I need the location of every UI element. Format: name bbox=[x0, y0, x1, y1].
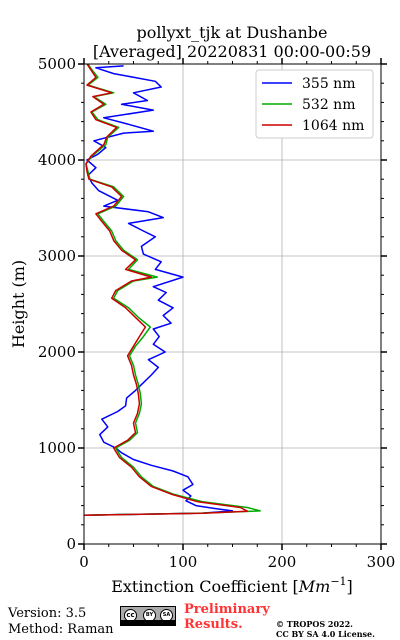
chart-title-line2: [Averaged] 20220831 00:00-00:59 bbox=[93, 42, 371, 61]
legend-box bbox=[255, 69, 374, 139]
x-axis-label-end: ] bbox=[347, 577, 353, 596]
legend-label: 355 nm bbox=[302, 76, 355, 92]
cc-badge-strip bbox=[121, 620, 175, 625]
y-tick-label: 2000 bbox=[38, 343, 76, 361]
series-line-355-nm bbox=[83, 65, 234, 516]
chart-title-line1: pollyxt_tjk at Dushanbe bbox=[136, 23, 327, 42]
x-tick-label: 300 bbox=[367, 553, 396, 571]
x-tick-label: 0 bbox=[79, 553, 89, 571]
y-tick-label: 4000 bbox=[38, 151, 76, 169]
series-line-532-nm bbox=[83, 63, 261, 516]
series-line-1064-nm bbox=[83, 63, 249, 516]
extinction-profile-chart: pollyxt_tjk at Dushanbe [Averaged] 20220… bbox=[9, 23, 396, 596]
x-axis-label: Extinction Coefficient [Mm−1] bbox=[111, 575, 353, 596]
cc-license-badge: cc BY SA bbox=[120, 606, 176, 626]
preliminary-line2: Results. bbox=[184, 617, 243, 632]
x-axis-label-unit: Mm bbox=[298, 577, 331, 596]
y-axis-label: Height (m) bbox=[9, 260, 28, 348]
preliminary-notice: Preliminary Results. bbox=[184, 602, 270, 632]
copyright-notice: © TROPOS 2022. CC BY SA 4.0 License. bbox=[276, 619, 375, 639]
x-axis-label-exponent: −1 bbox=[330, 575, 346, 588]
x-axis-label-text: Extinction Coefficient [ bbox=[111, 577, 299, 596]
copyright-line2: CC BY SA 4.0 License. bbox=[276, 629, 375, 639]
preliminary-line1: Preliminary bbox=[184, 602, 270, 617]
copyright-line1: © TROPOS 2022. bbox=[276, 619, 353, 629]
y-tick-label: 3000 bbox=[38, 247, 76, 265]
legend: 355 nm 532 nm 1064 nm bbox=[255, 69, 374, 139]
x-tick-label: 100 bbox=[169, 553, 198, 571]
y-tick-label: 5000 bbox=[38, 55, 76, 73]
x-tick-label: 200 bbox=[268, 553, 297, 571]
y-tick-label: 0 bbox=[66, 535, 76, 553]
legend-label: 532 nm bbox=[302, 97, 355, 113]
y-tick-label: 1000 bbox=[38, 439, 76, 457]
version-info: Version: 3.5 Method: Raman bbox=[8, 606, 114, 638]
version-text: Version: 3.5 bbox=[8, 606, 87, 621]
data-series bbox=[83, 63, 261, 516]
legend-label: 1064 nm bbox=[302, 118, 364, 134]
method-text: Method: Raman bbox=[8, 622, 114, 637]
